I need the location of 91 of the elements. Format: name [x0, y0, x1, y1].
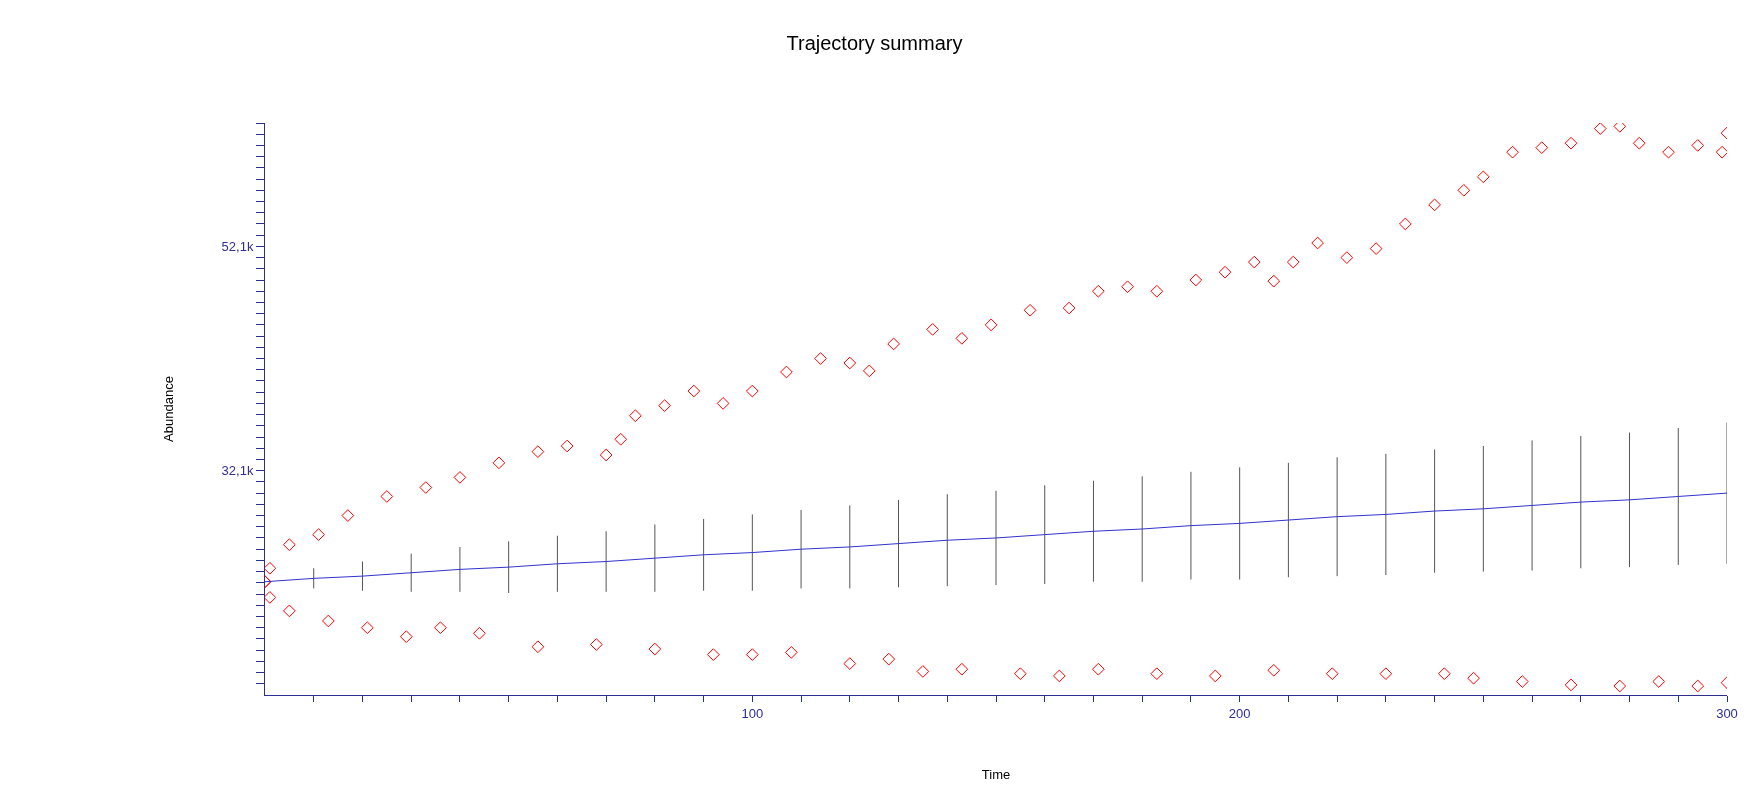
point — [1564, 678, 1578, 692]
point — [658, 399, 671, 412]
point — [916, 665, 930, 678]
point — [1218, 265, 1232, 279]
point — [1091, 284, 1105, 298]
point — [716, 397, 730, 410]
point — [745, 648, 759, 661]
point — [1286, 255, 1300, 269]
point — [1506, 145, 1519, 159]
point — [926, 323, 939, 336]
point — [1208, 669, 1222, 683]
point — [1399, 217, 1412, 231]
point — [1091, 662, 1105, 676]
y-tick-label: 32,1k — [221, 463, 254, 479]
point — [1715, 145, 1727, 159]
point — [590, 638, 603, 651]
point — [1325, 667, 1339, 681]
point — [283, 538, 296, 552]
point — [887, 337, 901, 351]
point — [473, 626, 486, 640]
point — [1613, 679, 1627, 693]
point — [453, 471, 467, 484]
y-tick-label: 52,1k — [221, 238, 254, 254]
point — [984, 318, 998, 332]
point — [745, 384, 759, 398]
x-tick-label: 100 — [741, 705, 764, 721]
point — [1189, 273, 1203, 287]
point — [814, 352, 827, 365]
point — [380, 490, 394, 503]
point — [1613, 123, 1627, 133]
point — [1121, 280, 1134, 294]
point — [955, 331, 969, 345]
point — [1062, 301, 1076, 315]
point — [1467, 671, 1480, 685]
point — [1691, 139, 1705, 152]
point — [843, 356, 857, 370]
point — [419, 481, 433, 494]
point — [648, 642, 662, 656]
point — [1023, 303, 1037, 317]
point — [1662, 145, 1675, 159]
point — [1457, 183, 1471, 197]
point — [434, 621, 447, 635]
point — [492, 456, 506, 470]
point — [1652, 675, 1666, 688]
point — [1340, 251, 1354, 264]
point — [531, 445, 545, 458]
point — [1369, 242, 1383, 255]
point — [283, 604, 296, 618]
point — [1438, 667, 1451, 681]
point — [1247, 255, 1261, 269]
point — [1428, 198, 1441, 212]
point — [843, 657, 857, 670]
point — [1053, 669, 1066, 683]
point — [399, 630, 413, 644]
point — [265, 591, 277, 604]
point — [629, 409, 642, 423]
point — [1267, 663, 1281, 677]
point — [882, 652, 896, 666]
chart-title: Trajectory summary — [786, 32, 963, 55]
point — [1691, 679, 1705, 693]
point — [707, 648, 720, 661]
point — [687, 384, 701, 398]
point — [1150, 667, 1164, 681]
point — [862, 364, 876, 378]
x-tick-label: 300 — [1716, 705, 1738, 721]
point — [322, 614, 335, 628]
point — [1564, 136, 1578, 150]
x-axis-title: Time — [981, 767, 1011, 783]
point — [360, 621, 374, 635]
point — [784, 646, 798, 659]
point — [1267, 274, 1281, 288]
point — [341, 509, 355, 522]
point — [1515, 675, 1529, 688]
point — [599, 448, 613, 462]
point — [1311, 236, 1324, 250]
point — [560, 439, 574, 453]
point — [1150, 284, 1164, 298]
point — [1014, 667, 1027, 681]
point — [1593, 123, 1607, 135]
point — [1535, 141, 1549, 155]
point — [531, 640, 545, 654]
point — [1632, 136, 1646, 150]
point — [955, 662, 969, 676]
y-axis-title: Abundance — [160, 376, 176, 442]
point — [312, 528, 325, 541]
point — [780, 365, 793, 379]
point — [614, 432, 628, 446]
point — [1379, 667, 1393, 681]
x-tick-label: 200 — [1228, 705, 1251, 721]
point — [1476, 170, 1490, 184]
point — [265, 561, 277, 575]
